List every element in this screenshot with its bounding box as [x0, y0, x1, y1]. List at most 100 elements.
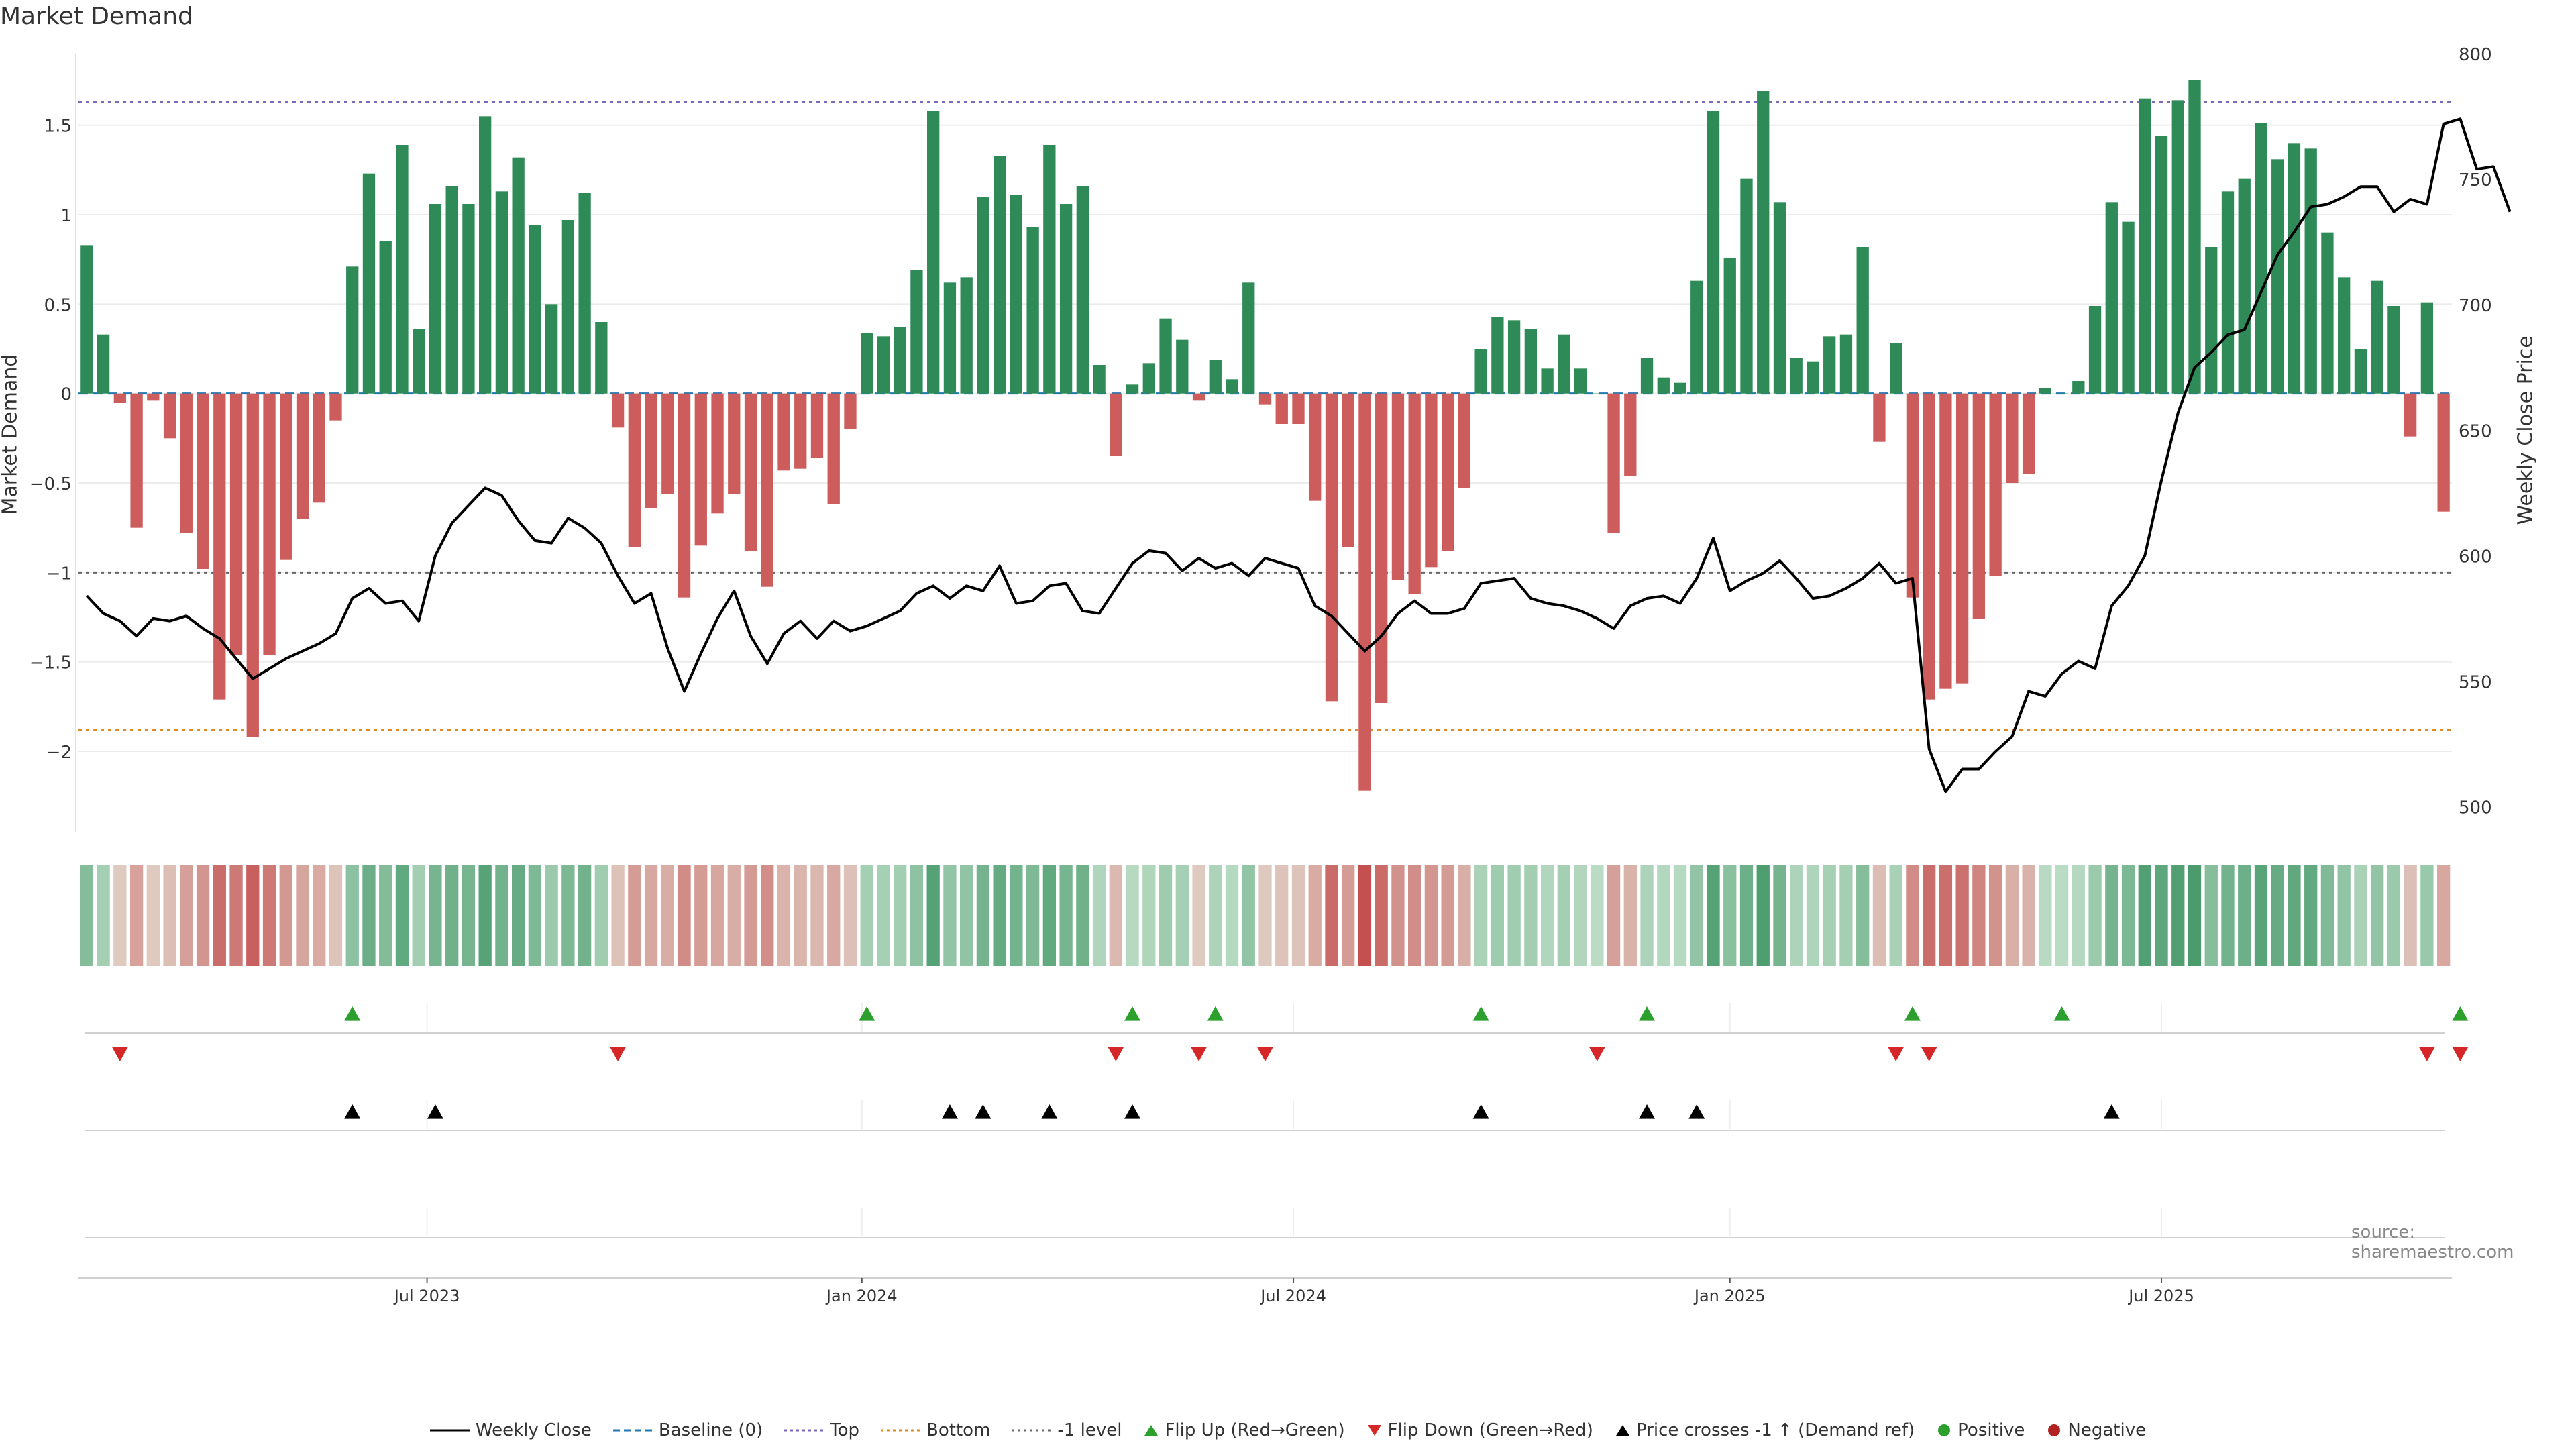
- demand-bar: [2105, 202, 2118, 394]
- demand-bar: [1507, 320, 1521, 394]
- demand-bar: [744, 393, 757, 551]
- demand-bar: [296, 393, 309, 519]
- demand-bar: [1425, 393, 1438, 568]
- heat-cell: [1955, 865, 1969, 966]
- legend-label: Price crosses -1 ↑ (Demand ref): [1635, 1419, 1915, 1440]
- heat-cell: [2288, 865, 2301, 966]
- heat-cell: [1258, 865, 1272, 966]
- demand-bar: [694, 393, 707, 546]
- flip-up-marker: [1207, 1006, 1224, 1021]
- weekly-close-line: [85, 117, 2512, 794]
- heat-cell: [910, 865, 924, 966]
- legend-item-flip-down: Flip Down (Green→Red): [1366, 1420, 1593, 1440]
- heat-cell: [794, 865, 807, 966]
- heat-cell: [877, 865, 890, 966]
- heat-cell: [2304, 865, 2318, 966]
- demand-bar: [1807, 361, 1819, 394]
- heat-cell: [1209, 865, 1222, 966]
- heat-cell: [1358, 865, 1372, 966]
- demand-bar: [1043, 145, 1056, 394]
- heat-cell: [2254, 865, 2268, 966]
- left-axis-title: Market Demand: [0, 354, 22, 515]
- demand-bar: [1458, 393, 1471, 488]
- flip-up-marker: [344, 1006, 361, 1021]
- demand-bar: [2039, 388, 2051, 394]
- heat-cell: [1756, 865, 1770, 966]
- demand-bar: [1491, 317, 1504, 394]
- demand-bar: [1176, 339, 1189, 394]
- heat-cell: [810, 865, 824, 966]
- heat-cell: [1342, 865, 1355, 966]
- heat-cell: [1059, 865, 1073, 966]
- heat-cell: [1192, 865, 1205, 966]
- heat-cell: [1507, 865, 1521, 966]
- demand-bar: [645, 393, 657, 508]
- flip-up-marker: [2452, 1006, 2469, 1021]
- heat-cell: [1640, 865, 1654, 966]
- demand-bar: [495, 191, 508, 394]
- price-cross-marker: [1688, 1104, 1705, 1119]
- demand-bar: [1574, 368, 1587, 394]
- heat-cell: [2188, 865, 2202, 966]
- date-tick-label: Jan 2025: [1693, 1287, 1766, 1305]
- demand-bar: [1126, 384, 1139, 394]
- right-axis-title: Weekly Close Price: [2514, 335, 2538, 525]
- demand-bar: [1839, 334, 1853, 394]
- demand-bar: [479, 116, 492, 394]
- demand-bar: [280, 393, 292, 560]
- heat-cell: [1574, 865, 1587, 966]
- demand-bar: [794, 393, 807, 469]
- heat-cell: [2055, 865, 2069, 966]
- heat-cell: [1790, 865, 1803, 966]
- demand-bar: [1010, 195, 1023, 394]
- demand-bar: [413, 329, 425, 394]
- demand-bar: [113, 393, 127, 402]
- legend-label: Weekly Close: [475, 1419, 592, 1440]
- demand-bar: [827, 393, 840, 504]
- demand-bar: [1325, 393, 1338, 702]
- heat-cell: [246, 865, 260, 966]
- demand-bar: [1192, 393, 1205, 401]
- heat-cell: [1707, 865, 1720, 966]
- heat-cell: [113, 865, 127, 966]
- demand-bar: [529, 225, 541, 394]
- demand-bar: [1093, 365, 1106, 394]
- demand-bar: [1275, 393, 1288, 424]
- right-tick-label: 500: [2459, 798, 2492, 818]
- demand-bar: [1441, 393, 1454, 551]
- right-tick-label: 700: [2459, 296, 2492, 316]
- flip-down-marker: [1888, 1046, 1904, 1061]
- price-cross-marker: [1639, 1104, 1656, 1119]
- demand-bar: [1258, 393, 1272, 405]
- demand-bar: [2271, 159, 2284, 394]
- demand-bar: [2088, 306, 2102, 394]
- demand-bar: [1624, 393, 1637, 476]
- demand-bar: [1790, 358, 1803, 394]
- demand-bar: [2371, 280, 2383, 394]
- demand-bar: [1474, 349, 1487, 394]
- heat-cell: [1441, 865, 1454, 966]
- heat-cell: [2072, 865, 2085, 966]
- flip-up-marker: [1904, 1006, 1921, 1021]
- heat-cell: [1142, 865, 1156, 966]
- heat-cell: [710, 865, 724, 966]
- demand-bar: [379, 241, 392, 394]
- heat-cell: [1524, 865, 1538, 966]
- demand-bar: [1159, 318, 1172, 394]
- right-tick-label: 550: [2459, 672, 2492, 692]
- heat-cell: [2354, 865, 2367, 966]
- legend-item-baseline: Baseline (0): [612, 1420, 763, 1440]
- price-cross-marker: [344, 1104, 361, 1119]
- date-tick-label: Jul 2023: [393, 1287, 460, 1305]
- right-tick-label: 800: [2459, 45, 2492, 65]
- demand-bar: [1890, 343, 1902, 394]
- heat-cell: [528, 865, 542, 966]
- heat-cell: [644, 865, 658, 966]
- heat-cell: [761, 865, 774, 966]
- legend-item-flip-up: Flip Up (Red→Green): [1143, 1420, 1345, 1440]
- demand-bar: [346, 266, 359, 394]
- heat-cell: [511, 865, 525, 966]
- demand-bar: [1906, 393, 1919, 598]
- heat-cell: [2171, 865, 2185, 966]
- demand-bar: [80, 245, 93, 394]
